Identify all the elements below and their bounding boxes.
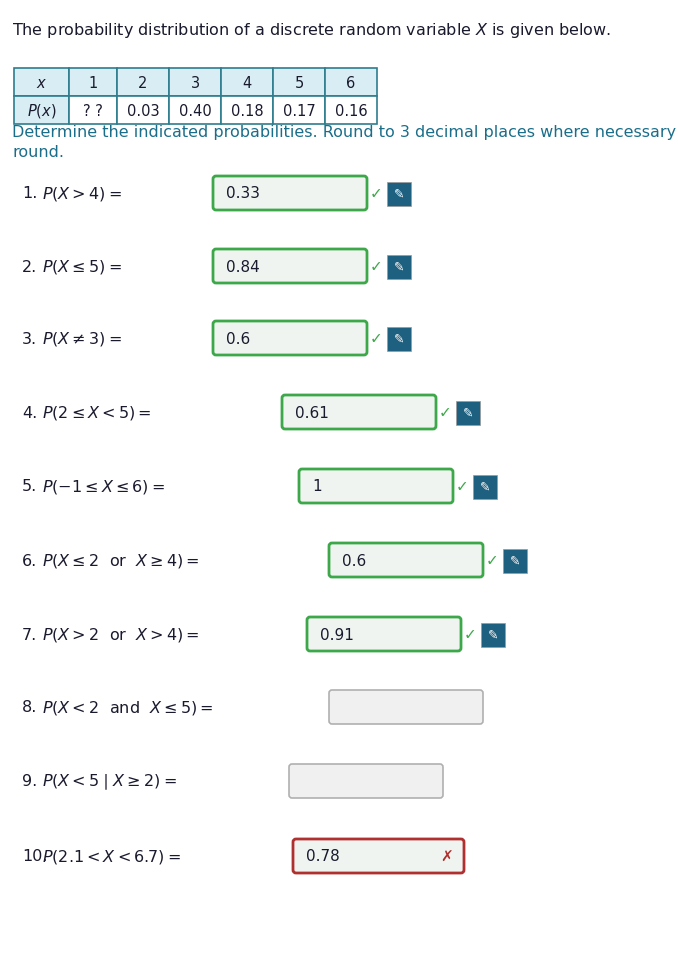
FancyBboxPatch shape: [329, 544, 483, 577]
Text: $P(X < 2\ \ \mathrm{and}\ \ X \leq 5) =$: $P(X < 2\ \ \mathrm{and}\ \ X \leq 5) =$: [42, 698, 214, 716]
FancyBboxPatch shape: [213, 249, 367, 284]
FancyBboxPatch shape: [299, 469, 453, 504]
FancyBboxPatch shape: [282, 395, 436, 429]
Text: $P(2.1 < X < 6.7) =$: $P(2.1 < X < 6.7) =$: [42, 847, 181, 866]
Text: 9.: 9.: [22, 774, 37, 788]
FancyBboxPatch shape: [69, 68, 117, 97]
Text: 0.84: 0.84: [226, 259, 260, 274]
Text: ✓: ✓: [370, 259, 383, 274]
FancyBboxPatch shape: [221, 68, 273, 97]
FancyBboxPatch shape: [325, 97, 377, 125]
Text: 0.17: 0.17: [283, 104, 315, 118]
FancyBboxPatch shape: [213, 322, 367, 356]
FancyBboxPatch shape: [325, 68, 377, 97]
FancyBboxPatch shape: [14, 97, 69, 125]
FancyBboxPatch shape: [329, 690, 483, 725]
FancyBboxPatch shape: [293, 839, 464, 873]
Text: ✎: ✎: [394, 188, 404, 200]
Text: ✎: ✎: [394, 260, 404, 273]
Text: ✎: ✎: [394, 333, 404, 345]
Text: 4: 4: [242, 75, 252, 90]
FancyBboxPatch shape: [387, 328, 411, 352]
Text: 1.: 1.: [22, 187, 37, 201]
Text: ✓: ✓: [464, 627, 477, 642]
FancyBboxPatch shape: [221, 97, 273, 125]
FancyBboxPatch shape: [307, 617, 461, 651]
FancyBboxPatch shape: [481, 623, 505, 647]
Text: 0.40: 0.40: [178, 104, 212, 118]
Text: round.: round.: [12, 145, 64, 159]
Text: Determine the indicated probabilities. Round to 3 decimal places where necessary: Determine the indicated probabilities. R…: [12, 125, 678, 140]
Text: 10.: 10.: [22, 849, 47, 864]
Text: 0.6: 0.6: [226, 332, 250, 346]
Text: $P(X \neq 3) =$: $P(X \neq 3) =$: [42, 330, 122, 347]
Text: ✓: ✓: [370, 187, 383, 201]
Text: 6.: 6.: [22, 553, 37, 568]
Text: 0.78: 0.78: [306, 849, 340, 864]
Text: ✎: ✎: [487, 628, 498, 641]
Text: 1: 1: [312, 479, 321, 494]
Text: 5.: 5.: [22, 479, 37, 494]
Text: 7.: 7.: [22, 627, 37, 642]
FancyBboxPatch shape: [387, 255, 411, 280]
Text: $P(X \leq 2\ \ \mathrm{or}\ \ X \geq 4) =$: $P(X \leq 2\ \ \mathrm{or}\ \ X \geq 4) …: [42, 552, 200, 569]
Text: $x$: $x$: [36, 75, 47, 90]
Text: 5: 5: [294, 75, 304, 90]
Text: $P(-1 \leq X \leq 6) =$: $P(-1 \leq X \leq 6) =$: [42, 477, 165, 496]
Text: ✗: ✗: [441, 849, 454, 864]
FancyBboxPatch shape: [289, 764, 443, 798]
Text: $P(x)$: $P(x)$: [26, 102, 56, 120]
Text: 0.91: 0.91: [320, 627, 354, 642]
Text: 0.61: 0.61: [295, 405, 329, 421]
Text: $P(X \leq 5) =$: $P(X \leq 5) =$: [42, 258, 122, 276]
Text: ✓: ✓: [486, 553, 499, 568]
Text: $P(X < 5 \mid X \geq 2) =$: $P(X < 5 \mid X \geq 2) =$: [42, 772, 177, 791]
Text: 0.16: 0.16: [335, 104, 367, 118]
FancyBboxPatch shape: [387, 183, 411, 206]
FancyBboxPatch shape: [169, 68, 221, 97]
Text: 2: 2: [138, 75, 148, 90]
FancyBboxPatch shape: [213, 177, 367, 211]
Text: 3: 3: [191, 75, 199, 90]
FancyBboxPatch shape: [273, 68, 325, 97]
Text: 0.6: 0.6: [342, 553, 366, 568]
Text: 0.33: 0.33: [226, 187, 260, 201]
Text: 3.: 3.: [22, 332, 37, 346]
Text: ✎: ✎: [510, 554, 520, 567]
Text: $P(X > 4) =$: $P(X > 4) =$: [42, 185, 122, 202]
Text: ✎: ✎: [463, 406, 473, 419]
Text: ✎: ✎: [480, 480, 490, 493]
FancyBboxPatch shape: [117, 68, 169, 97]
FancyBboxPatch shape: [69, 97, 117, 125]
Text: ✓: ✓: [370, 332, 383, 346]
Text: 2.: 2.: [22, 259, 37, 274]
FancyBboxPatch shape: [456, 402, 480, 425]
FancyBboxPatch shape: [169, 97, 221, 125]
Text: ? ?: ? ?: [83, 104, 103, 118]
FancyBboxPatch shape: [14, 68, 69, 97]
Text: ✓: ✓: [456, 479, 468, 494]
Text: The probability distribution of a discrete random variable $X$ is given below.: The probability distribution of a discre…: [12, 21, 611, 40]
Text: 0.18: 0.18: [231, 104, 263, 118]
Text: 6: 6: [346, 75, 356, 90]
Text: 8.: 8.: [22, 700, 37, 715]
Text: ✓: ✓: [439, 405, 452, 421]
Text: 0.03: 0.03: [127, 104, 159, 118]
FancyBboxPatch shape: [503, 550, 527, 573]
FancyBboxPatch shape: [273, 97, 325, 125]
Text: 1: 1: [88, 75, 98, 90]
FancyBboxPatch shape: [117, 97, 169, 125]
FancyBboxPatch shape: [473, 475, 497, 500]
Text: $P(X > 2\ \ \mathrm{or}\ \ X > 4) =$: $P(X > 2\ \ \mathrm{or}\ \ X > 4) =$: [42, 625, 200, 644]
Text: 4.: 4.: [22, 405, 37, 421]
Text: $P(2 \leq X < 5) =$: $P(2 \leq X < 5) =$: [42, 404, 152, 422]
